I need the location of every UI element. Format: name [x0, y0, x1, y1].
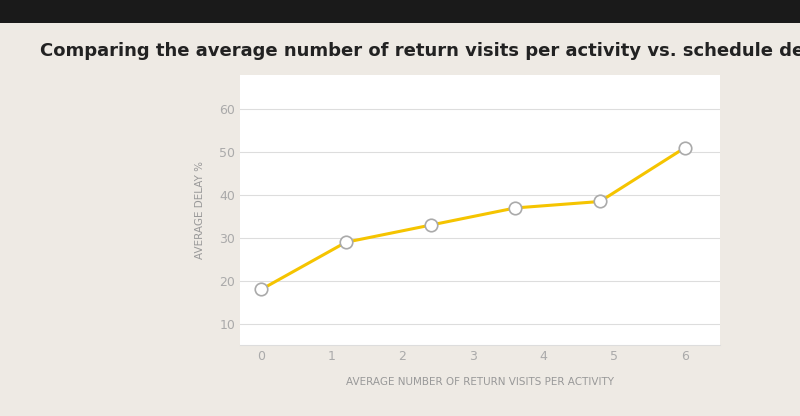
Text: Comparing the average number of return visits per activity vs. schedule delay (%: Comparing the average number of return v…: [40, 42, 800, 59]
X-axis label: AVERAGE NUMBER OF RETURN VISITS PER ACTIVITY: AVERAGE NUMBER OF RETURN VISITS PER ACTI…: [346, 377, 614, 387]
Y-axis label: AVERAGE DELAY %: AVERAGE DELAY %: [195, 161, 206, 259]
